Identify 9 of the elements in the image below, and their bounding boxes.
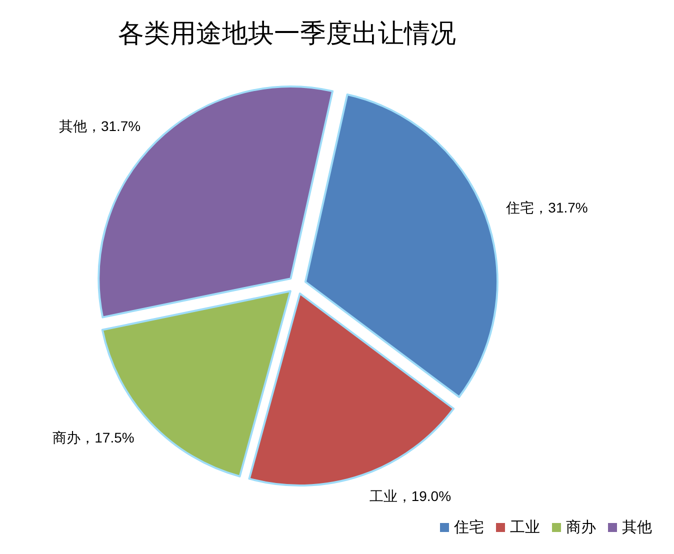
data-label: 其他，31.7% (58, 118, 141, 134)
legend-label: 住宅 (453, 519, 484, 536)
legend-label: 商办 (566, 519, 596, 536)
legend-label: 其他 (622, 519, 652, 536)
legend-label: 工业 (510, 519, 540, 536)
data-label: 住宅，31.7% (505, 200, 588, 216)
chart-title: 各类用途地块一季度出让情况 (118, 18, 456, 48)
data-label: 商办，17.5% (52, 430, 134, 446)
data-label: 工业，19.0% (369, 488, 452, 504)
